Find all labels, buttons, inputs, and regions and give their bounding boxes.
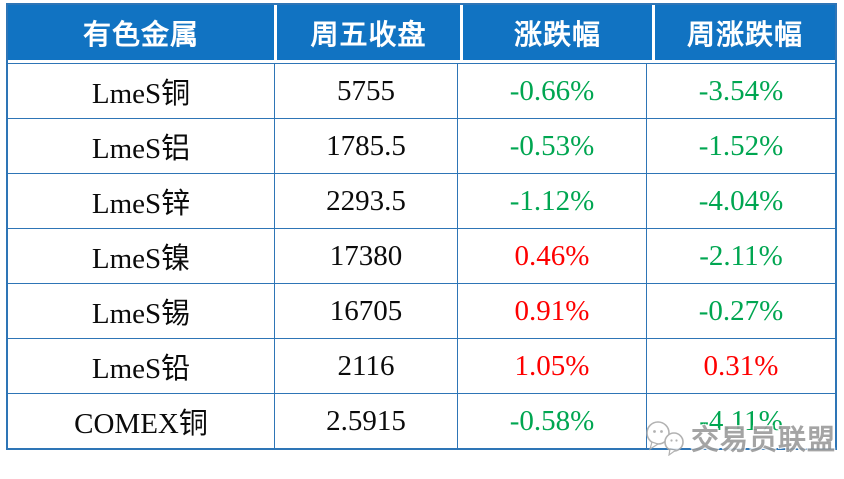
close-cell: 17380 <box>274 229 457 283</box>
weekly-change-cell: -4.04% <box>646 174 835 228</box>
close-cell: 2.5915 <box>274 394 457 448</box>
table-row: LmeS铜 5755 -0.66% -3.54% <box>8 63 835 118</box>
table-body: LmeS铜 5755 -0.66% -3.54% LmeS铝 1785.5 -0… <box>8 63 835 448</box>
table-row: LmeS镍 17380 0.46% -2.11% <box>8 228 835 283</box>
change-cell: 0.46% <box>457 229 646 283</box>
metal-name-cell: COMEX铜 <box>74 408 208 440</box>
change-cell: -0.53% <box>457 119 646 173</box>
close-cell: 5755 <box>274 64 457 118</box>
header-cell-weekly-change: 周涨跌幅 <box>655 5 835 60</box>
close-cell: 2293.5 <box>274 174 457 228</box>
watermark-label: 交易员联盟 <box>690 424 836 455</box>
metal-name-cell: LmeS锡 <box>91 298 191 330</box>
watermark: 交易员联盟 <box>643 418 836 458</box>
weekly-change-cell: -1.52% <box>646 119 835 173</box>
metal-name-cell: LmeS铝 <box>91 133 191 165</box>
table-header-row: 有色金属 周五收盘 涨跌幅 周涨跌幅 <box>8 5 835 60</box>
change-cell: 1.05% <box>457 339 646 393</box>
table-row: LmeS铅 2116 1.05% 0.31% <box>8 338 835 393</box>
metal-name-cell: LmeS铜 <box>91 78 191 110</box>
header-cell-change: 涨跌幅 <box>463 5 652 60</box>
close-cell: 16705 <box>274 284 457 338</box>
weekly-change-cell: 0.31% <box>646 339 835 393</box>
weekly-change-cell: -2.11% <box>646 229 835 283</box>
metals-table: 有色金属 周五收盘 涨跌幅 周涨跌幅 LmeS铜 5755 -0.66% -3.… <box>6 3 837 450</box>
change-cell: 0.91% <box>457 284 646 338</box>
table-row: LmeS锌 2293.5 -1.12% -4.04% <box>8 173 835 228</box>
weekly-change-cell: -3.54% <box>646 64 835 118</box>
close-cell: 1785.5 <box>274 119 457 173</box>
chat-bubbles-icon <box>643 420 687 456</box>
table-row: LmeS铝 1785.5 -0.53% -1.52% <box>8 118 835 173</box>
change-cell: -0.66% <box>457 64 646 118</box>
table-row: COMEX铜 2.5915 -0.58% -4.11% <box>8 393 835 448</box>
header-cell-friday-close: 周五收盘 <box>277 5 460 60</box>
metal-name-cell: LmeS锌 <box>91 188 191 220</box>
change-cell: -0.58% <box>457 394 646 448</box>
metal-name-cell: LmeS铅 <box>91 353 191 385</box>
weekly-change-cell: -4.11% <box>646 394 835 448</box>
change-cell: -1.12% <box>457 174 646 228</box>
close-cell: 2116 <box>274 339 457 393</box>
metal-name-cell: LmeS镍 <box>91 243 191 275</box>
header-cell-metal: 有色金属 <box>8 5 274 60</box>
weekly-change-cell: -0.27% <box>646 284 835 338</box>
table-row: LmeS锡 16705 0.91% -0.27% <box>8 283 835 338</box>
